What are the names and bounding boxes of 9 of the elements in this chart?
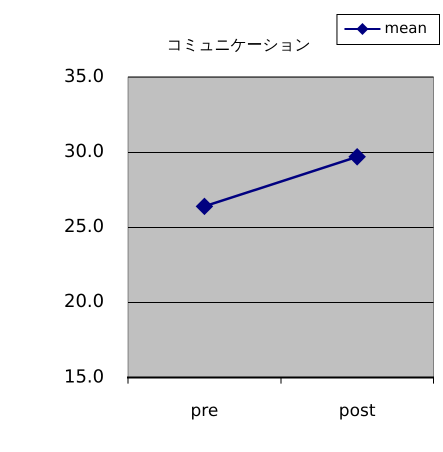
y-tick-label: 35.0 <box>64 66 104 87</box>
y-tick-label: 20.0 <box>64 291 104 312</box>
y-tick-label: 30.0 <box>64 140 104 162</box>
y-tick-label: 25.0 <box>64 216 104 238</box>
x-tick-label: pre <box>190 401 218 422</box>
x-tick-label: post <box>338 401 376 422</box>
chart-title: コミュニケーション <box>166 34 310 54</box>
legend-label: mean <box>384 18 428 37</box>
y-tick-label: 15.0 <box>64 366 104 388</box>
